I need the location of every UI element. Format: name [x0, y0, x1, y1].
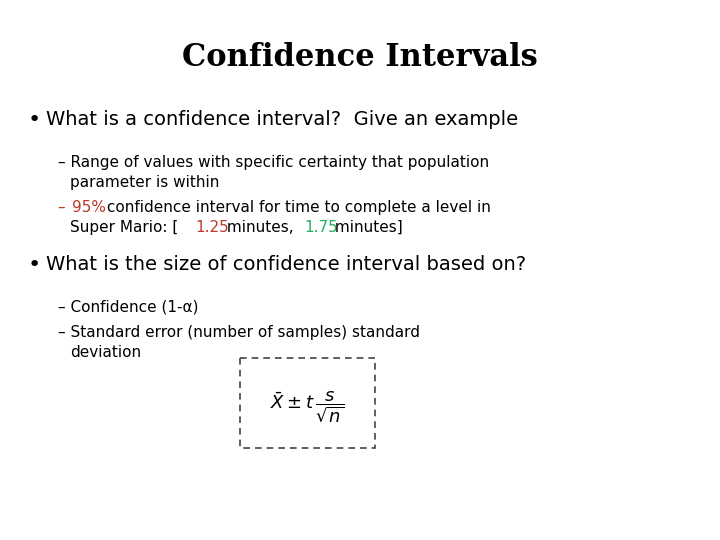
Text: 1.75: 1.75 — [304, 220, 338, 235]
Text: – Confidence (1-α): – Confidence (1-α) — [58, 300, 199, 315]
Text: Confidence Intervals: Confidence Intervals — [182, 42, 538, 73]
Text: parameter is within: parameter is within — [70, 175, 220, 190]
Text: deviation: deviation — [70, 345, 141, 360]
Text: minutes,: minutes, — [222, 220, 299, 235]
Text: – Range of values with specific certainty that population: – Range of values with specific certaint… — [58, 155, 489, 170]
Text: •: • — [28, 255, 41, 275]
Text: •: • — [28, 110, 41, 130]
Bar — [240, 358, 375, 448]
Text: What is the size of confidence interval based on?: What is the size of confidence interval … — [46, 255, 526, 274]
Text: Super Mario: [: Super Mario: [ — [70, 220, 179, 235]
Text: –: – — [58, 200, 71, 215]
Text: What is a confidence interval?  Give an example: What is a confidence interval? Give an e… — [46, 110, 518, 129]
Text: – Standard error (number of samples) standard: – Standard error (number of samples) sta… — [58, 325, 420, 340]
Text: confidence interval for time to complete a level in: confidence interval for time to complete… — [102, 200, 491, 215]
Text: 95%: 95% — [72, 200, 106, 215]
Text: $\bar{X} \pm t\,\dfrac{s}{\sqrt{n}}$: $\bar{X} \pm t\,\dfrac{s}{\sqrt{n}}$ — [270, 389, 345, 424]
Text: minutes]: minutes] — [330, 220, 402, 235]
Text: 1.25: 1.25 — [195, 220, 229, 235]
